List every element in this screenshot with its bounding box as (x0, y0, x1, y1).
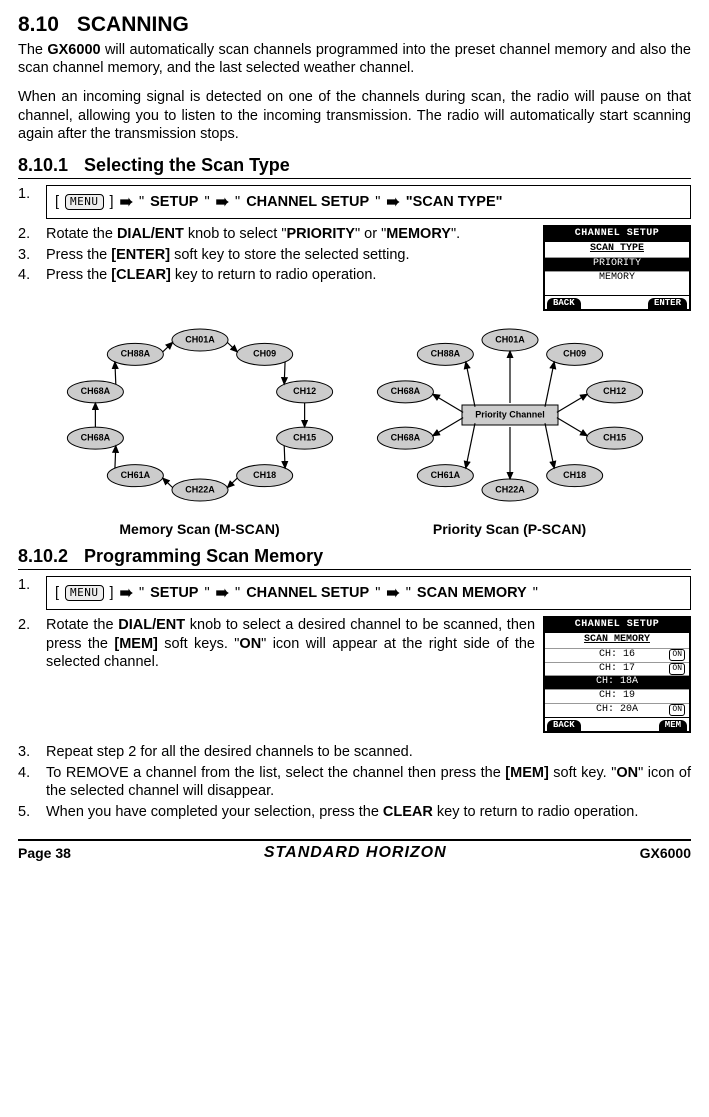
svg-text:CH18: CH18 (253, 470, 276, 480)
svg-text:CH15: CH15 (603, 433, 626, 443)
brand-logo: STANDARD HORIZON (264, 843, 447, 863)
svg-text:CH88A: CH88A (120, 349, 150, 359)
svg-text:CH61A: CH61A (430, 470, 460, 480)
subsection-title-text: Programming Scan Memory (84, 546, 323, 566)
step-text: Rotate the DIAL/ENT knob to select "PRIO… (46, 225, 535, 244)
step-1-row: 1. [MENU] ➠ "SETUP" ➠ "CHANNEL SETUP" ➠ … (18, 185, 691, 219)
svg-text:CH01A: CH01A (495, 335, 525, 345)
arrow-icon: ➠ (120, 584, 133, 604)
lcd-row: MEMORY (545, 271, 689, 285)
step-number: 1. (18, 576, 46, 595)
subsection-title-text: Selecting the Scan Type (84, 155, 290, 175)
section-heading: 8.10 SCANNING (18, 12, 691, 39)
svg-text:Priority Channel: Priority Channel (475, 410, 545, 420)
lcd-subheader: SCAN MEMORY (545, 633, 689, 648)
svg-text:CH15: CH15 (293, 433, 316, 443)
page-footer: Page 38 STANDARD HORIZON GX6000 (18, 841, 691, 863)
arrow-icon: ➠ (216, 584, 229, 604)
step-text: To REMOVE a channel from the list, selec… (46, 764, 691, 801)
svg-text:CH01A: CH01A (185, 335, 215, 345)
subsection-number: 8.10.2 (18, 546, 68, 566)
model-name: GX6000 (640, 845, 691, 863)
intro-paragraph-1: The GX6000 will automatically scan chann… (18, 41, 691, 78)
lcd-row-selected: PRIORITY (545, 257, 689, 271)
svg-text:CH18: CH18 (563, 470, 586, 480)
lcd-softkey-mem: MEM (659, 720, 687, 732)
arrow-icon: ➠ (120, 193, 133, 213)
section-number: 8.10 (18, 13, 59, 36)
svg-text:CH68A: CH68A (390, 386, 420, 396)
svg-text:CH68A: CH68A (80, 433, 110, 443)
lcd-row: CH: 19 (545, 689, 689, 703)
lcd-softkey-back: BACK (547, 720, 581, 732)
subsection-heading-1: 8.10.1 Selecting the Scan Type (18, 154, 691, 179)
menu-button: MENU (65, 585, 104, 601)
diagram-caption: Memory Scan (M-SCAN) (55, 521, 345, 539)
menu-path-box: [MENU] ➠ "SETUP" ➠ "CHANNEL SETUP" ➠ "SC… (46, 576, 691, 610)
lcd-header: CHANNEL SETUP (545, 227, 689, 242)
diagram-caption: Priority Scan (P-SCAN) (365, 521, 655, 539)
svg-text:CH22A: CH22A (495, 485, 525, 495)
svg-text:CH68A: CH68A (390, 433, 420, 443)
svg-text:CH88A: CH88A (430, 349, 460, 359)
lcd-softkey-enter: ENTER (648, 298, 687, 310)
step-text: When you have completed your selection, … (46, 803, 691, 822)
lcd-row: CH: 16ON (545, 648, 689, 662)
svg-text:CH61A: CH61A (120, 470, 150, 480)
arrow-icon: ➠ (216, 193, 229, 213)
menu-path-box: [MENU] ➠ "SETUP" ➠ "CHANNEL SETUP" ➠ "SC… (46, 185, 691, 219)
lcd-screenshot-2: CHANNEL SETUP SCAN MEMORY CH: 16ONCH: 17… (543, 616, 691, 733)
arrow-icon: ➠ (386, 584, 399, 604)
menu-button: MENU (65, 194, 104, 210)
step-number: 1. (18, 185, 46, 204)
lcd-row: CH: 17ON (545, 662, 689, 676)
lcd-row: CH: 18A (545, 675, 689, 689)
priority-scan-diagram: Priority Channel CH01A CH09 CH12 CH15 CH18 CH2… (365, 323, 655, 513)
scan-diagrams: CH01A CH09 CH12 CH15 CH18 CH22A CH61A CH68A CH68… (18, 323, 691, 538)
section-title-text: SCANNING (77, 13, 189, 36)
lcd-softkey-back: BACK (547, 298, 581, 310)
step-text: Press the [CLEAR] key to return to radio… (46, 266, 535, 285)
svg-text:CH68A: CH68A (80, 386, 110, 396)
subsection-heading-2: 8.10.2 Programming Scan Memory (18, 545, 691, 570)
step-text: Rotate the DIAL/ENT knob to select a des… (46, 616, 535, 672)
lcd-row: CH: 20AON (545, 703, 689, 717)
steps-list-2b: 3.Repeat step 2 for all the desired chan… (18, 743, 691, 821)
step-1-row-b: 1. [MENU] ➠ "SETUP" ➠ "CHANNEL SETUP" ➠ … (18, 576, 691, 610)
svg-text:CH09: CH09 (563, 349, 586, 359)
svg-text:CH09: CH09 (253, 349, 276, 359)
lcd-screenshot-1: CHANNEL SETUP SCAN TYPE PRIORITY MEMORY … (543, 225, 691, 311)
arrow-icon: ➠ (386, 193, 399, 213)
svg-text:CH12: CH12 (293, 386, 316, 396)
step-text: Repeat step 2 for all the desired channe… (46, 743, 691, 762)
subsection-number: 8.10.1 (18, 155, 68, 175)
step-text: Press the [ENTER] soft key to store the … (46, 246, 535, 265)
lcd-header: CHANNEL SETUP (545, 618, 689, 633)
svg-text:CH22A: CH22A (185, 485, 215, 495)
intro-paragraph-2: When an incoming signal is detected on o… (18, 88, 691, 144)
memory-scan-diagram: CH01A CH09 CH12 CH15 CH18 CH22A CH61A CH68A CH68… (55, 323, 345, 513)
page-number: Page 38 (18, 845, 71, 863)
lcd-subheader: SCAN TYPE (545, 242, 689, 257)
svg-text:CH12: CH12 (603, 386, 626, 396)
